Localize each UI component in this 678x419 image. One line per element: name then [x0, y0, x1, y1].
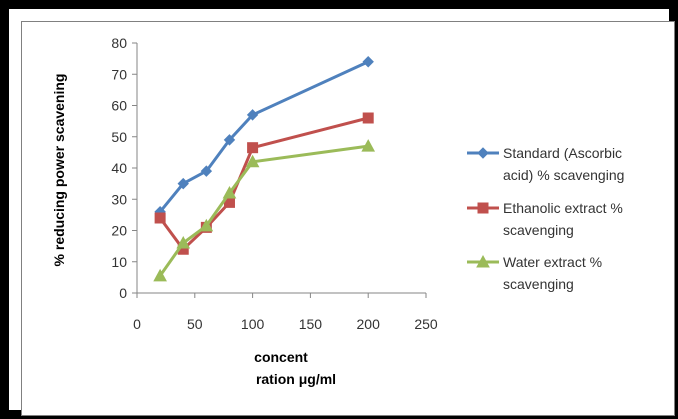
y-tick-label: 40: [111, 160, 127, 176]
x-axis-title-line-1: concent: [254, 349, 308, 365]
legend-label: Water extract %: [503, 254, 602, 270]
legend: Standard (Ascorbic acid) % scavenging Etha…: [467, 145, 624, 292]
data-point: [223, 134, 236, 146]
x-tick-label: 0: [133, 316, 141, 332]
series-3: [153, 139, 376, 282]
series-line: [158, 116, 369, 251]
legend-label: scavenging: [503, 276, 574, 292]
x-tick-label: 100: [241, 316, 265, 332]
x-tick-label: 150: [299, 316, 323, 332]
y-tick-label: 70: [111, 66, 127, 82]
x-tick-label: 250: [414, 316, 438, 332]
legend-marker: [476, 254, 490, 268]
data-point: [362, 112, 374, 124]
data-point: [362, 56, 374, 68]
y-tick-label: 10: [111, 254, 127, 270]
x-axis-title-line-2: ration μg/ml: [256, 371, 336, 387]
data-point: [153, 268, 167, 282]
legend-label: acid) % scavenging: [503, 167, 624, 183]
data-point: [246, 109, 259, 121]
data-point: [177, 177, 189, 190]
x-tick-label: 50: [187, 316, 203, 332]
y-tick-label: 0: [119, 285, 127, 301]
legend-entry-2: Ethanolic extract % scavenging: [467, 200, 623, 238]
legend-label: scavenging: [503, 222, 574, 238]
axes: 0 10 20 30 40 50 60 70 80 0 50 100 150 200 250: [111, 35, 437, 332]
data-point: [247, 142, 259, 154]
legend-marker: [477, 147, 489, 159]
data-point: [200, 165, 213, 177]
series-line: [158, 144, 369, 277]
data-point: [222, 185, 237, 199]
y-tick-label: 50: [111, 129, 127, 145]
data-point: [361, 139, 376, 152]
y-tick-label: 80: [111, 35, 127, 51]
legend-entry-3: Water extract % scavenging: [467, 254, 602, 292]
legend-label: Standard (Ascorbic: [503, 145, 622, 161]
legend-label: Ethanolic extract %: [503, 200, 623, 216]
y-tick-label: 20: [111, 223, 127, 239]
series-line: [158, 60, 369, 213]
data-point: [176, 235, 191, 249]
legend-marker: [477, 202, 489, 214]
y-tick-label: 60: [111, 98, 127, 114]
data-point: [154, 212, 166, 224]
data-point: [199, 218, 214, 232]
chart-area: [21, 21, 675, 416]
data-point: [245, 154, 260, 168]
legend-entry-1: Standard (Ascorbic acid) % scavenging: [467, 145, 624, 183]
series-layer: [153, 56, 376, 282]
series-1: [154, 56, 374, 218]
x-tick-label: 200: [357, 316, 381, 332]
y-tick-label: 30: [111, 191, 127, 207]
y-axis-title: % reducing power scavening: [51, 74, 67, 267]
